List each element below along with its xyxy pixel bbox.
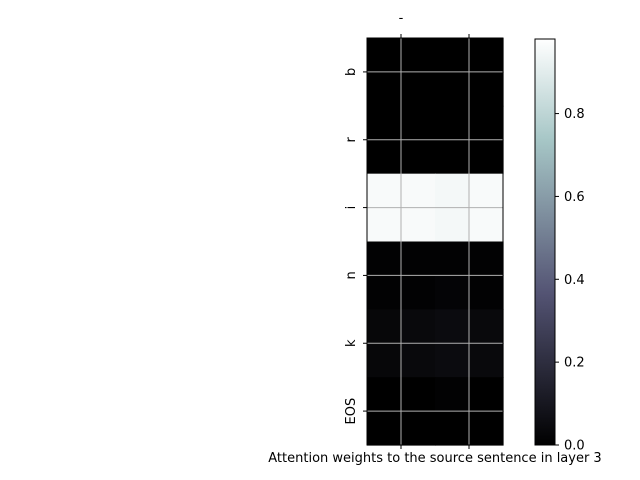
heatmap-cell	[401, 241, 436, 277]
heatmap-cell	[435, 377, 470, 412]
y-axis-ticks: b r i n k EOS	[344, 68, 367, 425]
heatmap-frame	[366, 37, 504, 446]
heatmap-cell	[367, 241, 402, 277]
heatmap-cell	[435, 105, 470, 141]
heatmap-cell	[469, 207, 504, 243]
heatmap-cell	[367, 275, 402, 310]
heatmap-cell	[469, 377, 504, 412]
heatmap-cell	[435, 275, 470, 310]
heatmap-cell	[469, 275, 504, 310]
heatmap-cell	[367, 309, 402, 344]
heatmap-cell	[367, 139, 402, 175]
colorbar	[535, 39, 555, 445]
heatmap-cell	[367, 105, 402, 141]
y-tick-label: EOS	[344, 398, 359, 425]
heatmap-cell	[401, 309, 436, 344]
y-tick-label: n	[344, 271, 359, 279]
heatmap-cell	[435, 71, 470, 107]
heatmap-cell	[401, 38, 436, 73]
heatmap-cell	[435, 309, 470, 344]
heatmap-cell	[401, 71, 436, 107]
heatmap-cell	[435, 411, 470, 446]
heatmap-cells	[367, 38, 504, 446]
heatmap-cell	[401, 275, 436, 310]
heatmap-cell	[469, 343, 504, 378]
colorbar-frame	[534, 38, 556, 446]
x-tick-label: -	[399, 11, 404, 26]
heatmap-cell	[401, 377, 436, 412]
heatmap-cell	[367, 343, 402, 378]
heatmap-cell	[435, 38, 470, 73]
heatmap-cell	[367, 71, 402, 107]
heatmap-cell	[469, 173, 504, 209]
heatmap-cell	[401, 105, 436, 141]
heatmap-cell	[401, 343, 436, 378]
heatmap-cell	[469, 241, 504, 277]
heatmap-cell	[469, 71, 504, 107]
heatmap-cell	[367, 173, 402, 209]
colorbar-tick-label: 0.4	[564, 273, 585, 288]
heatmap-cell	[435, 241, 470, 277]
heatmap-cell	[367, 207, 402, 243]
colorbar-tick-label: 0.6	[564, 190, 585, 205]
x-axis-ticks: -	[399, 11, 470, 449]
heatmap-cell	[435, 139, 470, 175]
colorbar-tick-label: 0.2	[564, 356, 585, 371]
x-axis-label: Attention weights to the source sentence…	[268, 451, 601, 466]
heatmap-cell	[367, 38, 402, 73]
heatmap-cell	[469, 38, 504, 73]
heatmap-cell	[401, 139, 436, 175]
heatmap-cell	[401, 207, 436, 243]
colorbar-ticks: 0.0 0.2 0.4 0.6 0.8	[555, 107, 585, 454]
heatmap-cell	[401, 173, 436, 209]
heatmap-cell	[469, 411, 504, 446]
heatmap-cell	[401, 411, 436, 446]
heatmap-cell	[367, 377, 402, 412]
heatmap-cell	[367, 411, 402, 446]
colorbar-tick-label: 0.8	[564, 107, 585, 122]
y-tick-label: r	[344, 136, 359, 142]
grid-lines	[367, 38, 503, 445]
heatmap-cell	[469, 139, 504, 175]
y-tick-label: i	[344, 206, 359, 210]
heatmap-cell	[435, 343, 470, 378]
y-tick-label: k	[344, 339, 359, 347]
y-tick-label: b	[344, 68, 359, 76]
colorbar-tick-label: 0.0	[564, 439, 585, 454]
heatmap-cell	[469, 309, 504, 344]
heatmap-cell	[469, 105, 504, 141]
heatmap-cell	[435, 173, 470, 209]
heatmap-cell	[435, 207, 470, 243]
